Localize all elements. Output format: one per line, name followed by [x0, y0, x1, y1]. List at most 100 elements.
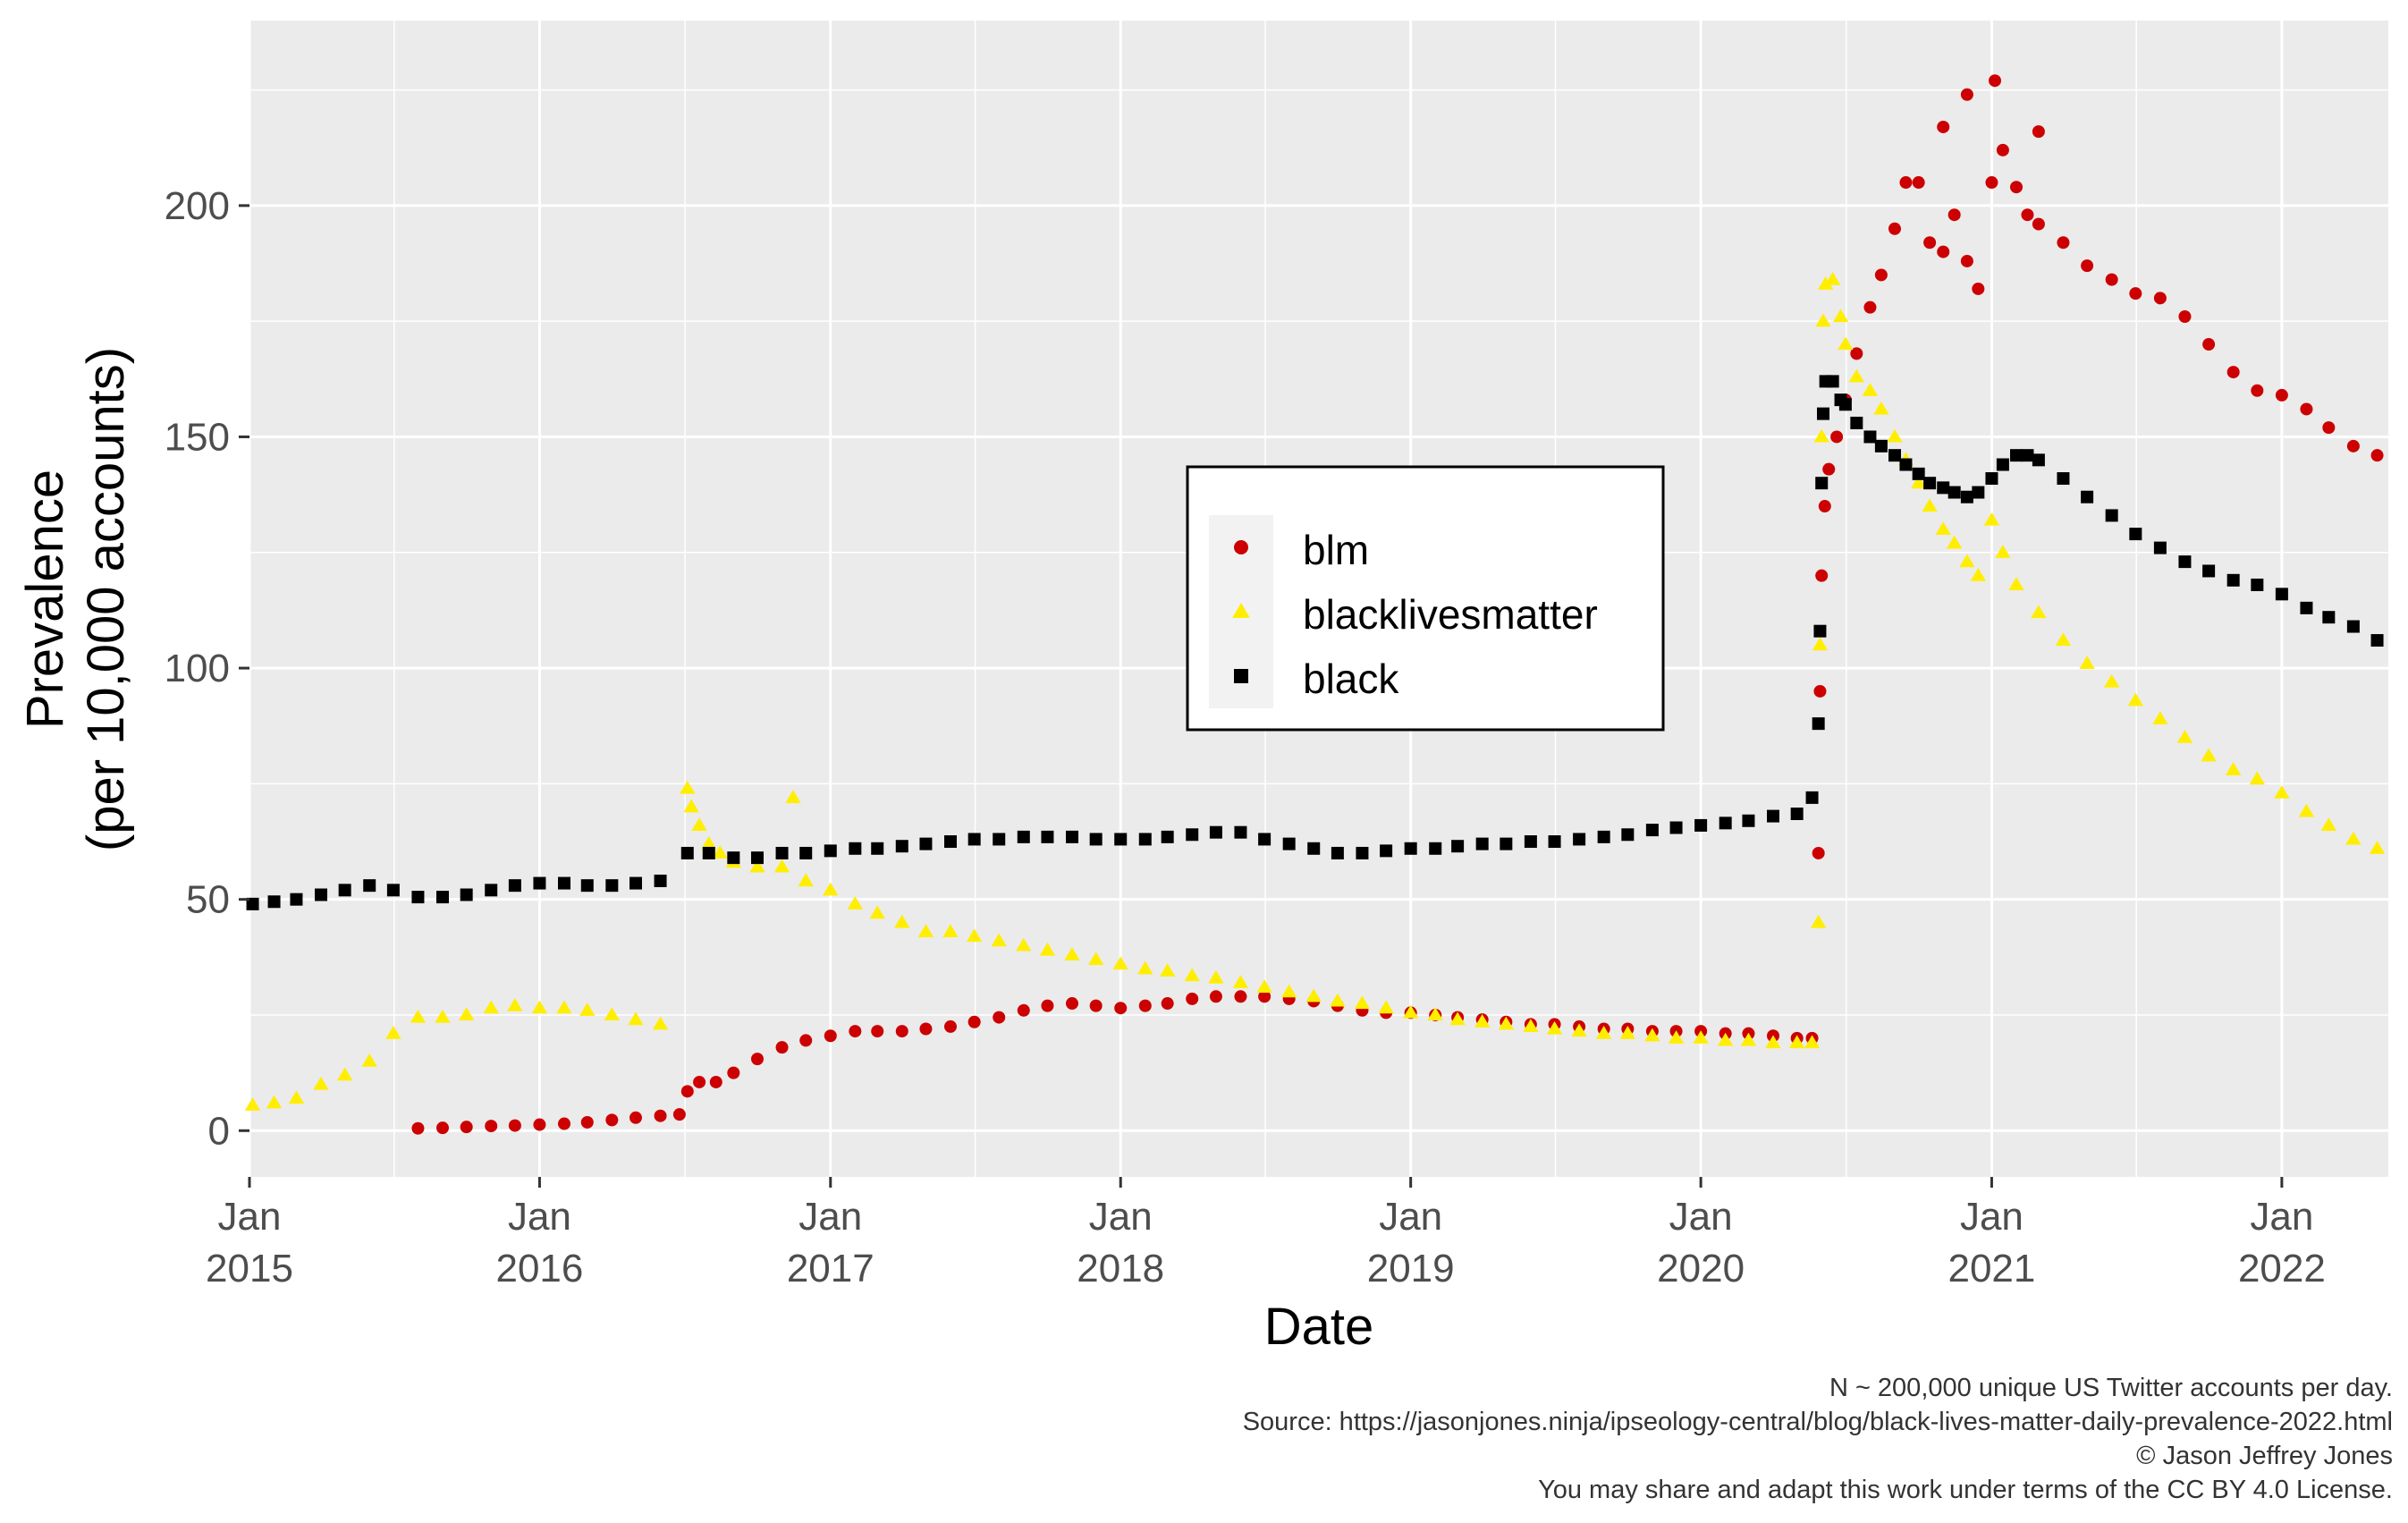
black-point [919, 837, 933, 850]
blm-point [2226, 366, 2240, 379]
blm-point [1937, 245, 1950, 258]
x-tick-label-month: Jan [798, 1195, 862, 1239]
blacklivesmatter-point [2152, 711, 2168, 725]
blm-point [967, 1015, 981, 1028]
blacklivesmatter-point [1740, 1032, 1757, 1046]
black-point [1948, 486, 1961, 499]
legend-keys [1232, 540, 1250, 683]
legend-label-blm: blm [1303, 527, 1369, 573]
black-point [1912, 467, 1925, 480]
blm-point [1948, 208, 1961, 222]
blm-point [2010, 181, 2023, 194]
y-tick-labels: 0 50 100 150 200 [165, 184, 230, 1153]
blm-point [1186, 992, 1199, 1005]
blacklivesmatter-point [531, 1000, 548, 1014]
blm-point [919, 1022, 933, 1036]
blm-point [558, 1117, 570, 1130]
blacklivesmatter-point [1184, 968, 1200, 982]
blacklivesmatter-point [1644, 1028, 1660, 1042]
blacklivesmatter-point [2320, 817, 2337, 832]
blacklivesmatter-point [2055, 632, 2072, 647]
blacklivesmatter-point [336, 1067, 353, 1081]
black-point [2300, 601, 2313, 614]
blm-point [693, 1075, 706, 1088]
blm-point [654, 1109, 667, 1122]
blm-point [1209, 990, 1222, 1003]
black-point [386, 884, 400, 897]
blacklivesmatter-point [1427, 1007, 1443, 1021]
blacklivesmatter-point [1159, 963, 1176, 977]
blm-point [1985, 176, 1998, 190]
blacklivesmatter-point [556, 1000, 572, 1014]
black-point [1863, 430, 1877, 444]
black-point [1548, 835, 1561, 849]
blm-point [605, 1113, 619, 1127]
blm-point [727, 1066, 740, 1079]
black-point [2226, 573, 2240, 587]
blacklivesmatter-point [691, 817, 707, 832]
black-point [1234, 825, 1247, 839]
blm-point [993, 1011, 1006, 1024]
blacklivesmatter-point [917, 924, 934, 937]
blacklivesmatter-point [683, 799, 699, 813]
blacklivesmatter-point [1848, 368, 1865, 383]
blm-point [680, 1085, 694, 1098]
blacklivesmatter-point [2176, 729, 2193, 743]
x-tick-labels: Jan 2015 Jan 2016 Jan 2017 Jan 2018 Jan 2019 Jan 20… [206, 1195, 2326, 1290]
blm-point [2322, 421, 2336, 435]
blm-point [1017, 1003, 1030, 1017]
black-point [727, 851, 740, 865]
black-point [824, 844, 837, 858]
blm-point [1923, 236, 1937, 250]
blacklivesmatter-point [1305, 988, 1322, 1003]
blm-point [1041, 999, 1054, 1012]
black-point [2322, 611, 2336, 624]
blacklivesmatter-point [652, 1016, 669, 1030]
black-point [2153, 541, 2167, 554]
blm-point [1114, 1002, 1128, 1015]
blm-point [1874, 268, 1888, 282]
blm-point [1989, 74, 2001, 88]
blacklivesmatter-point [1595, 1025, 1612, 1039]
caption-line-4: You may share and adapt this work under … [1538, 1476, 2393, 1504]
black-point [1573, 833, 1586, 846]
blm-point [436, 1121, 449, 1135]
blacklivesmatter-point [1571, 1023, 1587, 1037]
blacklivesmatter-point [1824, 271, 1841, 285]
black-point [315, 888, 327, 901]
blm-point [849, 1025, 862, 1038]
x-tick-label-month: Jan [508, 1195, 571, 1239]
blm-point [1234, 990, 1247, 1003]
black-point [1838, 398, 1852, 411]
blm-point [2275, 388, 2288, 402]
black-point [680, 846, 694, 859]
y-tick-label: 200 [165, 184, 230, 228]
blacklivesmatter-point [966, 928, 983, 943]
black-point [558, 876, 570, 890]
black-point [629, 876, 642, 890]
black-point [993, 833, 1006, 846]
blm-point [580, 1115, 594, 1129]
black-point [944, 835, 957, 849]
black-point [1282, 837, 1296, 850]
blacklivesmatter-point [288, 1090, 305, 1104]
blacklivesmatter-point [1817, 276, 1834, 290]
blacklivesmatter-point [2127, 692, 2144, 707]
blacklivesmatter-point [680, 780, 696, 794]
blacklivesmatter-point [1449, 1011, 1466, 1026]
black-point [2346, 620, 2360, 633]
blacklivesmatter-point [1970, 567, 1987, 581]
black-point [1331, 846, 1344, 859]
blacklivesmatter-point [798, 873, 814, 887]
black-point [1597, 830, 1610, 843]
black-point [1937, 481, 1950, 495]
blacklivesmatter-point [1402, 1004, 1419, 1019]
black-point [2275, 588, 2288, 601]
blacklivesmatter-point [1983, 512, 2000, 526]
blacklivesmatter-point [266, 1095, 283, 1109]
black-point [580, 879, 594, 893]
black-point [2178, 555, 2192, 569]
black-point [290, 893, 303, 906]
black-point [2105, 509, 2118, 522]
blacklivesmatter-point [1887, 428, 1903, 443]
